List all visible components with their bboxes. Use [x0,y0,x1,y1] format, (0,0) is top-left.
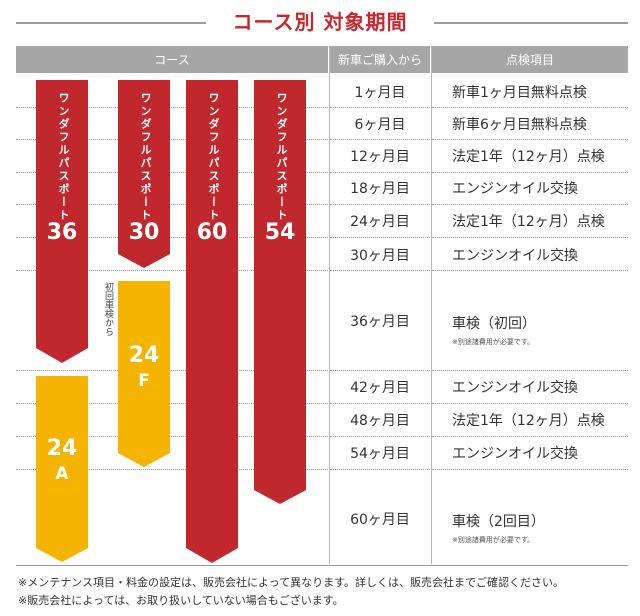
row-divider [16,204,328,205]
item-cell: エンジンオイル交換 [452,445,578,462]
page-title: コース別 対象期間 [232,10,408,34]
course-name: ワンダフルパスポート [275,92,288,222]
row-divider [330,237,430,238]
item-label: 車検（2回目） [452,514,545,530]
row-divider [330,370,430,371]
row-divider [432,172,628,173]
title-rule-left [16,22,206,24]
course-number: 30 [128,220,160,245]
item-cell: 車検（2回目） ※別途諸費用が必要です。 [452,511,545,545]
course-bar-60: ワンダフルパスポート 60 [186,80,238,563]
item-cell: 法定1年（12ヶ月）点検 [452,412,605,429]
course-number: 24 [46,436,78,461]
course-number: 24 [128,343,160,368]
row-divider [16,436,328,437]
course-bar-54: ワンダフルパスポート 54 [254,80,306,504]
footnote: ※メンテナンス項目・料金の設定は、販売会社によって異なります。詳しくは、販売会社… [18,576,565,589]
row-divider [16,403,328,404]
row-divider [330,436,430,437]
item-cell: 新車1ヶ月目無料点検 [452,84,587,101]
course-name: ワンダフルパスポート [57,92,70,222]
header-period: 新車ご購入から [330,46,430,73]
item-cell: エンジンオイル交換 [452,379,578,396]
row-divider [330,204,430,205]
row-divider [330,270,430,271]
row-divider [16,469,328,470]
row-divider [432,469,628,470]
row-divider [16,237,328,238]
course-name: ワンダフルパスポート [139,92,152,222]
side-note: 初回車検から [103,282,113,336]
row-divider [330,469,430,470]
item-cell: 法定1年（12ヶ月）点検 [452,148,605,165]
period-cell: 36ヶ月目 [350,313,410,330]
row-divider [432,370,628,371]
period-cell: 30ヶ月目 [350,247,410,264]
row-divider [432,107,628,108]
period-cell: 60ヶ月目 [350,511,410,528]
row-divider [330,139,430,140]
period-cell: 54ヶ月目 [350,445,410,462]
row-divider [432,270,628,271]
row-divider [330,107,430,108]
period-cell: 12ヶ月目 [350,148,410,165]
course-suffix: F [138,371,150,391]
period-cell: 42ヶ月目 [350,379,410,396]
row-divider [330,172,430,173]
row-divider [330,403,430,404]
row-divider [432,204,628,205]
course-number: 54 [264,220,296,245]
title-area: コース別 対象期間 [0,0,640,40]
period-cell: 1ヶ月目 [354,84,406,101]
period-cell: 24ヶ月目 [350,213,410,230]
row-divider [16,270,328,271]
row-divider [432,403,628,404]
item-label: 車検（初回） [452,316,536,332]
item-cell: 車検（初回） ※別途諸費用が必要です。 [452,313,536,347]
item-cell: 新車6ヶ月目無料点検 [452,116,587,133]
item-note: ※別途諸費用が必要です。 [452,536,535,544]
course-bar-24a: 24 A [36,376,88,562]
item-cell: 法定1年（12ヶ月）点検 [452,213,605,230]
course-bar-36: ワンダフルパスポート 36 [36,80,88,363]
title-rule-right [434,22,628,24]
header-item: 点検項目 [432,46,628,73]
course-number: 60 [196,220,228,245]
row-divider [432,436,628,437]
course-bar-24f: 24 F [118,281,170,467]
column-divider [329,46,330,564]
period-cell: 48ヶ月目 [350,412,410,429]
item-note: ※別途諸費用が必要です。 [452,338,535,346]
item-cell: エンジンオイル交換 [452,247,578,264]
period-cell: 18ヶ月目 [350,180,410,197]
row-divider [432,237,628,238]
course-number: 36 [46,220,78,245]
row-divider [16,370,328,371]
header-course: コース [16,46,328,73]
row-divider [16,107,328,108]
row-divider [16,172,328,173]
course-name: ワンダフルパスポート [207,92,220,222]
period-cell: 6ヶ月目 [354,116,406,133]
item-cell: エンジンオイル交換 [452,180,578,197]
column-divider [431,46,432,564]
row-divider [16,139,328,140]
course-suffix: A [55,464,69,484]
footnote: ※販売会社によっては、お取り扱いしていない場合もございます。 [18,594,344,607]
row-divider [432,139,628,140]
table-bottom-rule [16,565,628,566]
course-bar-30: ワンダフルパスポート 30 [118,80,170,268]
